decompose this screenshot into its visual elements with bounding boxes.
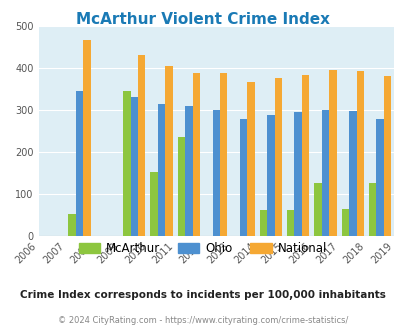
Bar (286, 210, 294, 236)
Legend: McArthur, Ohio, National: McArthur, Ohio, National (74, 237, 331, 260)
Bar (239, 119, 247, 236)
Bar (177, 137, 185, 236)
Bar (212, 110, 220, 236)
Bar (130, 97, 138, 236)
Bar (76, 90, 83, 236)
Bar (313, 183, 321, 236)
Bar (294, 112, 301, 236)
Bar (138, 55, 145, 236)
Bar (356, 71, 363, 236)
Bar (123, 91, 130, 236)
Text: McArthur Violent Crime Index: McArthur Violent Crime Index (76, 12, 329, 26)
Bar (348, 111, 356, 236)
Bar (266, 115, 274, 236)
Bar (150, 172, 158, 236)
Text: Crime Index corresponds to incidents per 100,000 inhabitants: Crime Index corresponds to incidents per… (20, 290, 385, 300)
Bar (321, 110, 328, 236)
Bar (383, 76, 390, 236)
Bar (375, 118, 383, 236)
Text: © 2024 CityRating.com - https://www.cityrating.com/crime-statistics/: © 2024 CityRating.com - https://www.city… (58, 316, 347, 325)
Bar (68, 214, 76, 236)
Bar (247, 82, 254, 236)
Bar (341, 209, 348, 236)
Bar (274, 78, 281, 236)
Bar (220, 73, 227, 236)
Bar (83, 40, 90, 236)
Bar (368, 183, 375, 236)
Bar (185, 106, 192, 236)
Bar (158, 104, 165, 236)
Bar (165, 66, 172, 236)
Bar (301, 75, 309, 236)
Bar (192, 73, 199, 236)
Bar (259, 210, 266, 236)
Bar (328, 70, 336, 236)
